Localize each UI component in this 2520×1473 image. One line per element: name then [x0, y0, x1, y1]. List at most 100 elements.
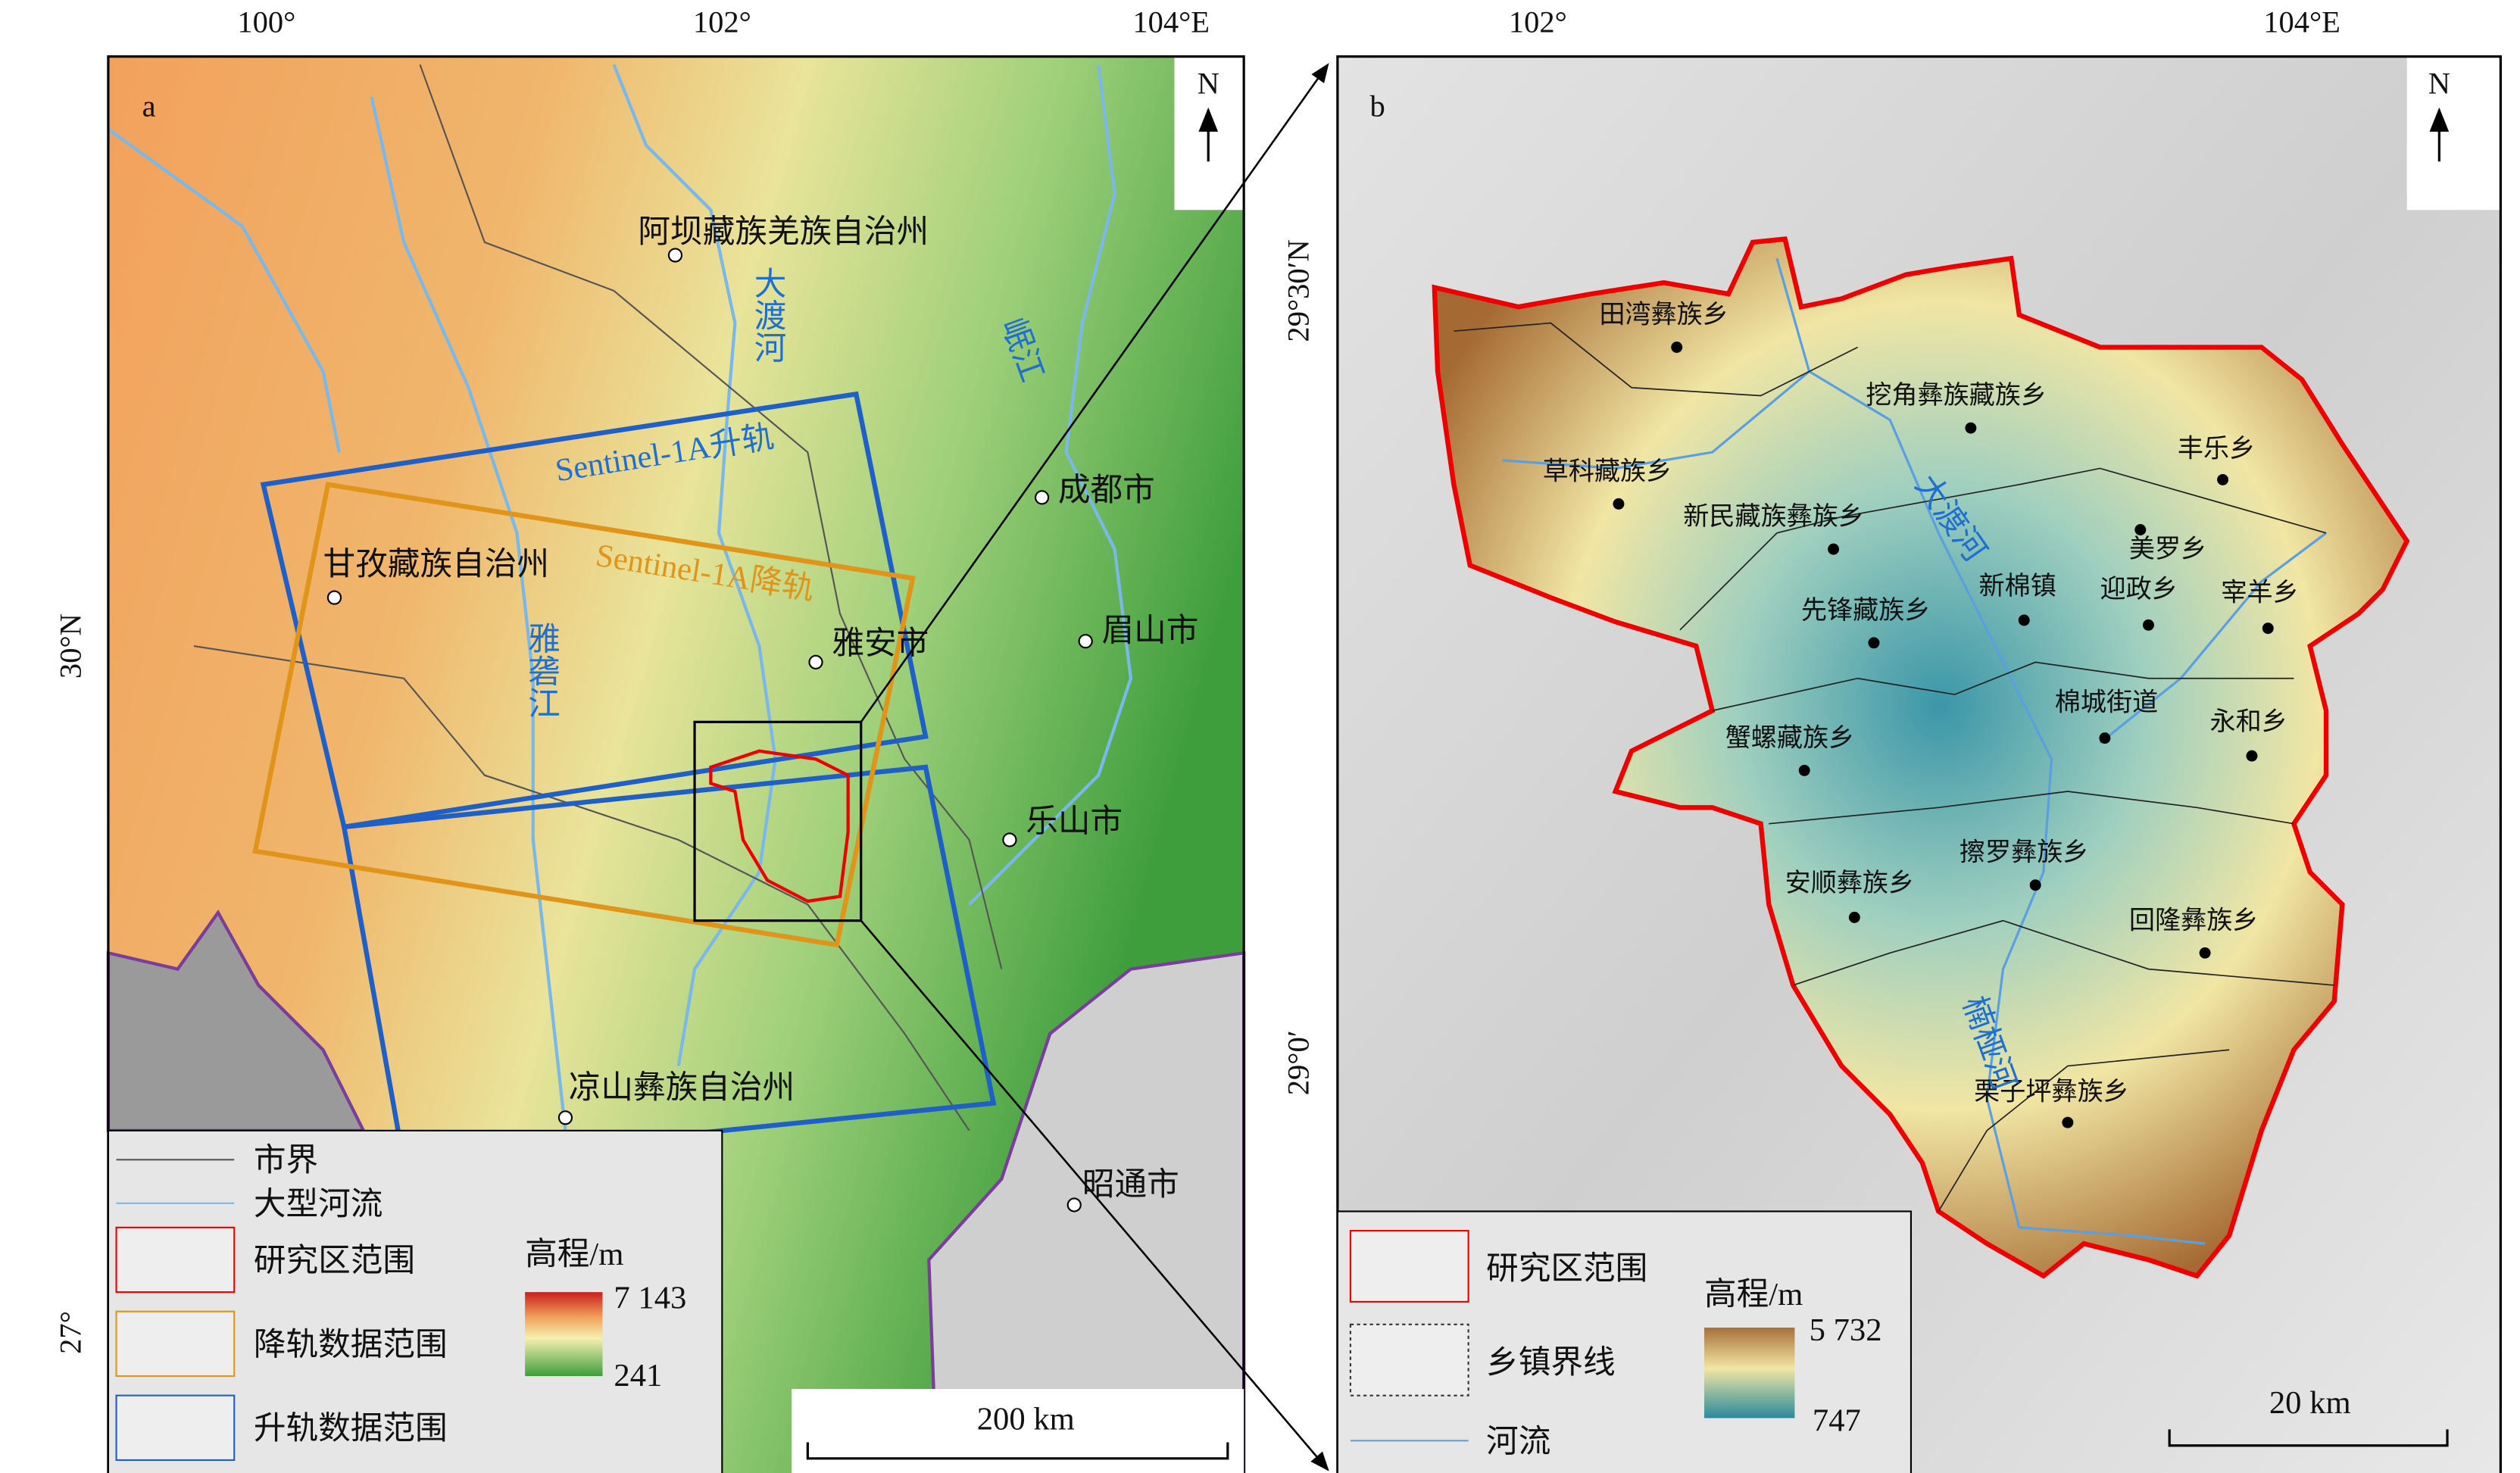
legend-symbol: [115, 1394, 236, 1462]
place-label: 眉山市: [1101, 613, 1198, 649]
ascending-track: [260, 391, 929, 830]
tick-label: 30°N: [54, 613, 88, 679]
panel-a: a 100° 102° 104°E 30°N 27° N 阿坝藏族羌族自治州 甘…: [54, 5, 1246, 1473]
frame: [107, 55, 1245, 1473]
descending-track: [252, 482, 916, 948]
place-label: 甘孜藏族自治州: [323, 547, 549, 582]
study-area: [1432, 236, 2410, 1279]
place-dot: [1034, 490, 1050, 505]
tick-label: 104°E: [1132, 5, 1210, 39]
scale-label: 200 km: [977, 1401, 1075, 1437]
tick-label: 102°: [693, 5, 751, 39]
place-label: 凉山彝族自治州: [569, 1070, 795, 1106]
place-label: 擦罗彝族乡: [1959, 838, 2089, 867]
ascending-track: [341, 764, 997, 1166]
place-dot: [2018, 614, 2030, 626]
legend-symbol: [1349, 1230, 1469, 1303]
township-borders: [1454, 322, 2334, 1212]
legend-symbol: [1349, 1323, 1469, 1397]
place-dot: [667, 248, 683, 263]
place-label: 新棉镇: [1979, 572, 2056, 601]
place-label: 迎政乡: [2100, 575, 2177, 604]
elevation-ramp: [525, 1292, 603, 1377]
place-label: 棉城街道: [2055, 688, 2158, 716]
north-box: [2406, 56, 2501, 211]
place-dot: [2029, 879, 2041, 891]
river-label: 雅砻江: [523, 622, 559, 719]
place-label: 栗子坪彝族乡: [1974, 1077, 2129, 1106]
legend-label: 研究区范围: [1486, 1250, 1647, 1287]
rivers: [1502, 257, 2328, 1245]
zoom-box: [693, 720, 863, 922]
legend-label: 研究区范围: [254, 1242, 415, 1278]
place-label: 雅安市: [832, 626, 929, 662]
legend-label: 市界: [254, 1142, 318, 1178]
place-dot: [1798, 764, 1810, 776]
rivers: [107, 64, 1133, 1131]
place-dot: [557, 1110, 573, 1125]
legend-title: 高程/m: [525, 1237, 623, 1272]
legend-label: 降轨数据范围: [254, 1327, 448, 1362]
north-label: N: [2428, 67, 2450, 101]
place-label: 先锋藏族乡: [1801, 596, 1931, 625]
legend-a: 市界 大型河流 研究区范围 降轨数据范围 升轨数据范围 高程/m 7 143 2…: [107, 1129, 723, 1473]
place-label: 美罗乡: [2129, 535, 2206, 563]
connector: [860, 919, 1329, 1471]
place-dot: [1868, 637, 1880, 649]
place-dot: [1066, 1197, 1082, 1212]
river-label: 大渡河: [750, 267, 785, 364]
place-label: 田湾彝族乡: [1599, 301, 1728, 329]
legend-label: 河流: [1486, 1424, 1550, 1459]
place-dot: [1828, 543, 1840, 555]
place-label: 草科藏族乡: [1543, 457, 1672, 485]
legend-label: 5 732: [1810, 1312, 1882, 1348]
place-dot: [2199, 947, 2211, 959]
place-dot: [1078, 634, 1093, 649]
place-label: 成都市: [1058, 472, 1155, 508]
place-label: 回隆彝族乡: [2129, 906, 2259, 935]
panel-label: b: [1370, 89, 1385, 123]
place-label: 乐山市: [1026, 803, 1123, 839]
place-dot: [2134, 524, 2147, 535]
place-label: 新民藏族彝族乡: [1683, 502, 1864, 531]
tick-label: 102°: [1509, 5, 1567, 39]
legend-label: 大型河流: [254, 1187, 383, 1222]
place-label: 蟹螺藏族乡: [1725, 723, 1855, 752]
tick-label: 29°30′N: [1281, 239, 1315, 342]
legend-label: 乡镇界线: [1486, 1345, 1616, 1381]
elevation-ramp: [1703, 1328, 1795, 1418]
legend-label: 241: [614, 1358, 662, 1393]
place-dot: [1613, 498, 1625, 510]
tick-label: 27°: [54, 1311, 88, 1354]
frame: [1336, 55, 2502, 1473]
scale-bar: [2168, 1429, 2449, 1447]
place-dot: [1965, 422, 1977, 434]
tick-label: 100°: [237, 5, 295, 39]
scale-label: 20 km: [2269, 1385, 2351, 1421]
place-dot: [1671, 342, 1683, 353]
place-label: 昭通市: [1082, 1166, 1179, 1203]
north-label: N: [1198, 67, 1219, 101]
place-label: 安顺彝族乡: [1785, 869, 1915, 897]
place-dot: [2143, 619, 2154, 631]
legend-symbol: [115, 1310, 236, 1378]
scale-bar: [806, 1442, 1229, 1460]
legend-label: 7 143: [614, 1280, 686, 1315]
legend-label: 升轨数据范围: [254, 1411, 448, 1446]
place-dot: [808, 654, 823, 669]
place-dot: [2099, 732, 2111, 744]
tick-label: 29°0′: [1281, 1030, 1315, 1095]
place-dot: [2217, 473, 2229, 485]
places: 阿坝藏族羌族自治州 甘孜藏族自治州 雅安市 成都市 眉山市 乐山市 凉山彝族自治…: [323, 214, 1198, 1212]
connector: [860, 63, 1329, 723]
legend-symbol: [115, 1226, 236, 1294]
study-area: [709, 749, 850, 903]
panel-b: b 102° 104°E 29°30′N 29°0′ N 田湾彝族乡挖角彝族藏族…: [1281, 5, 2502, 1473]
place-dot: [2246, 750, 2258, 762]
legend-b: 研究区范围 乡镇界线 河流 高程/m 5 732 747: [1336, 1210, 1913, 1473]
legend-label: 747: [1813, 1403, 1861, 1439]
place-label: 挖角彝族藏族乡: [1866, 381, 2047, 410]
panel-label: a: [142, 89, 156, 123]
